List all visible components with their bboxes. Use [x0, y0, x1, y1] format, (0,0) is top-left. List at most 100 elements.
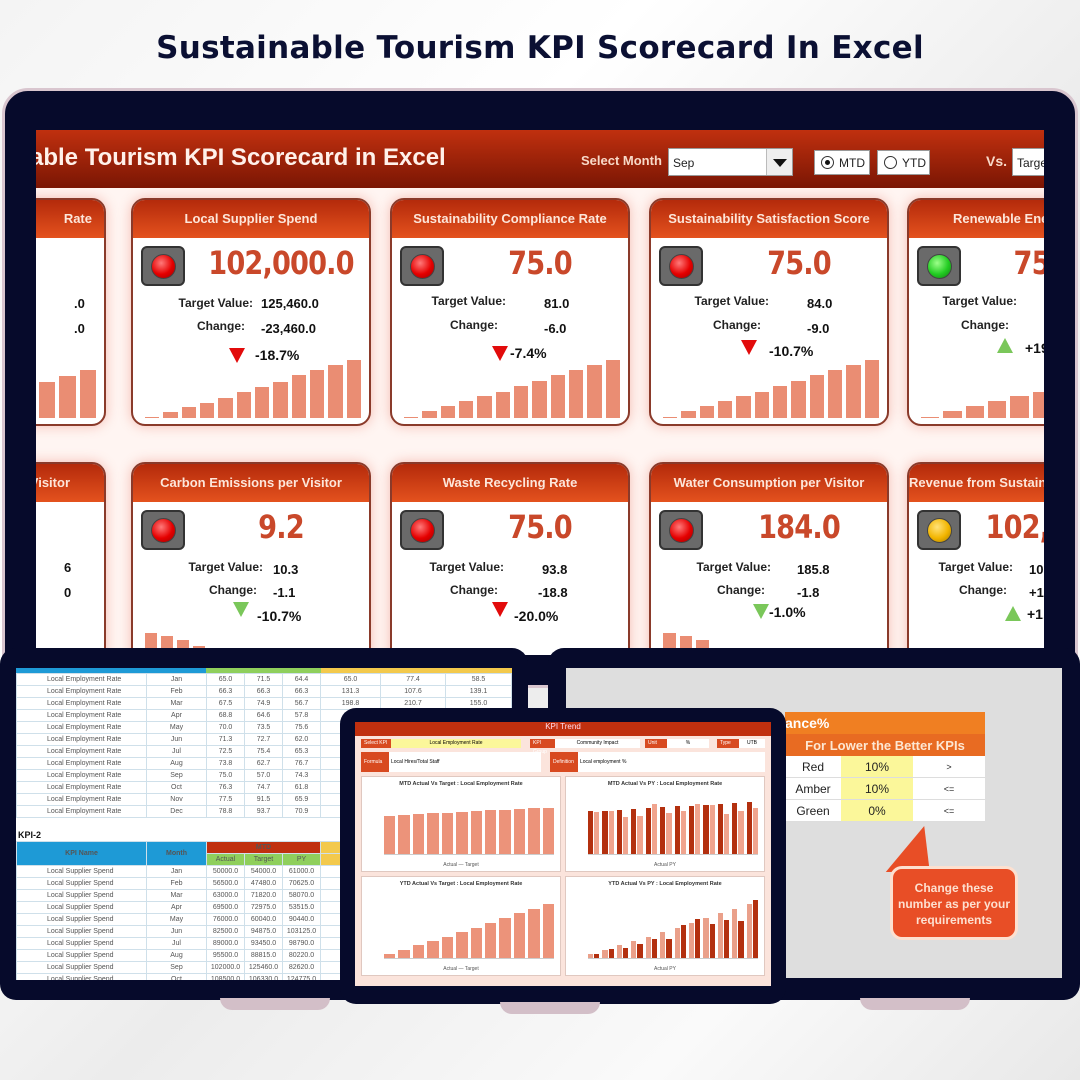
table-cell[interactable]: 65.3	[282, 745, 321, 758]
table-cell[interactable]: Local Employment Rate	[16, 781, 147, 794]
table-cell[interactable]: 76.7	[282, 757, 321, 770]
table-cell[interactable]: 88815.0	[244, 949, 283, 962]
table-cell[interactable]: 47480.0	[244, 877, 283, 890]
table-cell[interactable]: Local Employment Rate	[16, 793, 147, 806]
table-cell[interactable]: 65.9	[282, 793, 321, 806]
table-cell[interactable]: 103125.0	[282, 925, 321, 938]
table-cell[interactable]: 75.0	[206, 769, 245, 782]
table-cell[interactable]: 65.0	[320, 673, 381, 686]
table-cell[interactable]: Local Supplier Spend	[16, 889, 147, 902]
table-cell[interactable]: 68.8	[206, 709, 245, 722]
table-cell[interactable]: 58070.0	[282, 889, 321, 902]
table-cell[interactable]: 62.7	[244, 757, 283, 770]
table-cell[interactable]: Local Employment Rate	[16, 745, 147, 758]
table-cell[interactable]: Local Supplier Spend	[16, 913, 147, 926]
table-cell[interactable]: 125460.0	[244, 961, 283, 974]
table-cell[interactable]: Jan	[146, 673, 207, 686]
table-cell[interactable]: 57.8	[282, 709, 321, 722]
table-cell[interactable]: Sep	[146, 769, 207, 782]
table-cell[interactable]: Local Supplier Spend	[16, 901, 147, 914]
ytd-radio[interactable]: YTD	[877, 150, 930, 175]
month-dropdown[interactable]: Sep	[668, 148, 793, 176]
table-cell[interactable]: 80220.0	[282, 949, 321, 962]
table-cell[interactable]: Jul	[146, 937, 207, 950]
table-cell[interactable]: 91.5	[244, 793, 283, 806]
table-cell[interactable]: 66.3	[282, 685, 321, 698]
table-cell[interactable]: 50000.0	[206, 865, 245, 878]
table-cell[interactable]: Local Employment Rate	[16, 733, 147, 746]
table-cell[interactable]: 60040.0	[244, 913, 283, 926]
table-cell[interactable]: 71.5	[244, 673, 283, 686]
table-cell[interactable]: Aug	[146, 949, 207, 962]
kpi-card-sustainability-compliance-rate[interactable]: Sustainability Compliance Rate 75.0 Targ…	[390, 198, 630, 426]
table-cell[interactable]: 106330.0	[244, 973, 283, 980]
table-cell[interactable]: Feb	[146, 685, 207, 698]
table-cell[interactable]: Local Supplier Spend	[16, 865, 147, 878]
table-cell[interactable]: 74.9	[244, 697, 283, 710]
table-cell[interactable]: 66.3	[206, 685, 245, 698]
table-cell[interactable]: 139.1	[445, 685, 512, 698]
mtd-radio[interactable]: MTD	[814, 150, 870, 175]
kpi-card-water-consumption[interactable]: Water Consumption per Visitor 184.0 Targ…	[649, 462, 889, 655]
table-cell[interactable]: Apr	[146, 709, 207, 722]
table-cell[interactable]: Jan	[146, 865, 207, 878]
table-cell[interactable]: Apr	[146, 901, 207, 914]
table-cell[interactable]: 56500.0	[206, 877, 245, 890]
kpi-card-renewable-energy[interactable]: Renewable Ener 75 Target Value: Change: …	[907, 198, 1044, 426]
kpi-card-waste-recycling-rate[interactable]: Waste Recycling Rate 75.0 Target Value: …	[390, 462, 630, 655]
table-cell[interactable]: 82500.0	[206, 925, 245, 938]
table-cell[interactable]: 82620.0	[282, 961, 321, 974]
table-cell[interactable]: Mar	[146, 697, 207, 710]
table-cell[interactable]: 72975.0	[244, 901, 283, 914]
table-cell[interactable]: Aug	[146, 757, 207, 770]
table-cell[interactable]: 75.6	[282, 721, 321, 734]
table-cell[interactable]: Jul	[146, 745, 207, 758]
tolerance-value-input[interactable]: 10%	[841, 756, 913, 777]
table-cell[interactable]: 78.8	[206, 805, 245, 818]
table-cell[interactable]: Local Employment Rate	[16, 805, 147, 818]
table-cell[interactable]: 77.5	[206, 793, 245, 806]
table-cell[interactable]: 64.6	[244, 709, 283, 722]
table-cell[interactable]: Local Employment Rate	[16, 721, 147, 734]
table-cell[interactable]: 93.7	[244, 805, 283, 818]
table-cell[interactable]: 93450.0	[244, 937, 283, 950]
table-cell[interactable]: 72.7	[244, 733, 283, 746]
table-cell[interactable]: Local Supplier Spend	[16, 877, 147, 890]
table-cell[interactable]: 77.4	[380, 673, 446, 686]
table-cell[interactable]: Mar	[146, 889, 207, 902]
table-cell[interactable]: Jun	[146, 733, 207, 746]
table-cell[interactable]: Local Employment Rate	[16, 709, 147, 722]
table-cell[interactable]: 90440.0	[282, 913, 321, 926]
table-cell[interactable]: Oct	[146, 973, 207, 980]
table-cell[interactable]: 69500.0	[206, 901, 245, 914]
table-cell[interactable]: Local Employment Rate	[16, 685, 147, 698]
table-cell[interactable]: 70.0	[206, 721, 245, 734]
table-cell[interactable]: 94875.0	[244, 925, 283, 938]
chevron-down-icon[interactable]	[766, 149, 792, 175]
table-cell[interactable]: 124775.0	[282, 973, 321, 980]
table-cell[interactable]: Sep	[146, 961, 207, 974]
table-cell[interactable]: 61000.0	[282, 865, 321, 878]
table-cell[interactable]: 98790.0	[282, 937, 321, 950]
table-cell[interactable]: Local Employment Rate	[16, 697, 147, 710]
table-cell[interactable]: 76000.0	[206, 913, 245, 926]
table-cell[interactable]: 71820.0	[244, 889, 283, 902]
table-cell[interactable]: Local Supplier Spend	[16, 973, 147, 980]
table-cell[interactable]: Local Employment Rate	[16, 673, 147, 686]
kpi-card-sustainability-satisfaction-score[interactable]: Sustainability Satisfaction Score 75.0 T…	[649, 198, 889, 426]
table-cell[interactable]: Oct	[146, 781, 207, 794]
table-cell[interactable]: 74.7	[244, 781, 283, 794]
table-cell[interactable]: Local Supplier Spend	[16, 949, 147, 962]
table-cell[interactable]: 76.3	[206, 781, 245, 794]
table-cell[interactable]: 63000.0	[206, 889, 245, 902]
table-cell[interactable]: 53515.0	[282, 901, 321, 914]
table-cell[interactable]: 62.0	[282, 733, 321, 746]
table-cell[interactable]: 67.5	[206, 697, 245, 710]
table-cell[interactable]: 72.5	[206, 745, 245, 758]
table-cell[interactable]: 107.6	[380, 685, 446, 698]
table-cell[interactable]: 102000.0	[206, 961, 245, 974]
table-cell[interactable]: 73.8	[206, 757, 245, 770]
table-cell[interactable]: 89000.0	[206, 937, 245, 950]
tolerance-value-input[interactable]: 10%	[841, 778, 913, 799]
comparison-dropdown[interactable]: Target	[1012, 148, 1044, 176]
